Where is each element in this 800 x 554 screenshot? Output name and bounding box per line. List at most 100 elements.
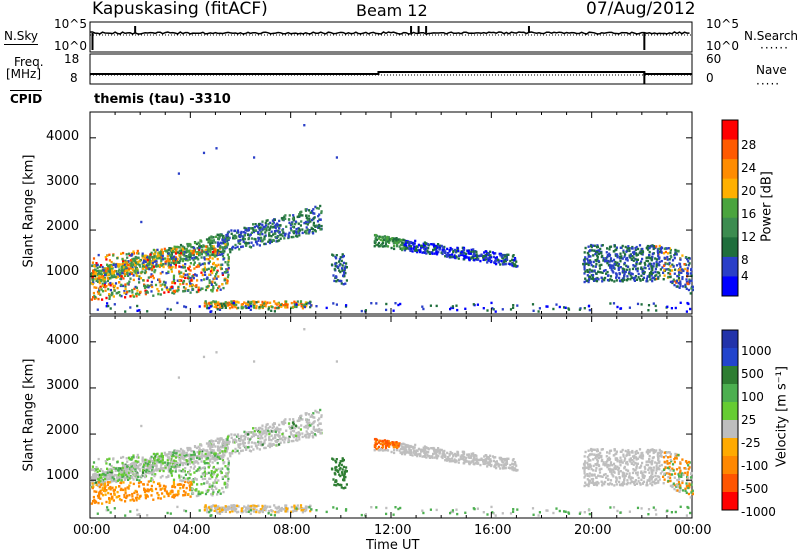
power-cell — [211, 247, 214, 250]
velocity-cell — [136, 465, 139, 468]
velocity-cell — [120, 479, 123, 482]
power-cell — [198, 262, 201, 265]
power-cell — [443, 249, 446, 252]
power-cell — [640, 303, 643, 306]
velocity-cell — [647, 508, 651, 511]
power-cell — [666, 255, 669, 259]
velocity-cell — [105, 462, 108, 465]
power-cell — [494, 257, 497, 260]
velocity-cell — [167, 494, 170, 498]
power-cell — [106, 254, 109, 257]
velocity-cell — [93, 490, 96, 493]
power-cell — [660, 251, 663, 254]
velocity-cell — [114, 486, 118, 489]
power-cell — [463, 256, 466, 260]
velocity-cell — [284, 438, 287, 441]
velocity-cell — [192, 453, 195, 456]
velocity-cell — [200, 483, 203, 486]
velocity-cell — [209, 447, 212, 451]
power-cell — [600, 276, 603, 279]
power-cell — [216, 289, 219, 292]
velocity-cell — [128, 458, 131, 461]
velocity-cell — [101, 479, 105, 482]
power-cell — [317, 226, 321, 229]
velocity-cell — [211, 494, 214, 497]
velocity-cell — [300, 509, 303, 512]
power-cell — [222, 239, 225, 242]
velocity-cell — [95, 473, 98, 476]
velocity-cell — [103, 487, 106, 491]
power-cell — [376, 243, 379, 246]
velocity-cell — [247, 440, 250, 444]
power-cell — [219, 244, 222, 248]
power-cell — [669, 251, 672, 254]
power-cell — [398, 238, 401, 241]
power-cell — [650, 245, 653, 248]
power-cell — [261, 220, 264, 223]
velocity-cell — [169, 512, 172, 515]
power-cell — [205, 254, 208, 257]
power-cell — [247, 227, 250, 230]
power-cell — [631, 245, 634, 249]
power-cell — [265, 219, 268, 222]
power-cell — [102, 269, 105, 272]
power-cell — [166, 288, 169, 292]
velocity-cell — [186, 463, 189, 466]
velocity-cell — [215, 510, 218, 513]
velocity-cell — [123, 472, 126, 475]
power-cell — [304, 220, 307, 224]
power-cell — [131, 294, 134, 297]
power-cell — [639, 251, 642, 255]
velocity-cell — [210, 505, 213, 508]
velocity-cell — [247, 431, 250, 434]
power-cell — [374, 233, 377, 237]
power-cell — [659, 250, 662, 254]
power-cell — [423, 247, 426, 251]
power-cell — [216, 302, 219, 305]
power-cell — [211, 288, 214, 291]
power-cell — [240, 245, 243, 249]
velocity-cell — [314, 409, 317, 413]
power-cell — [631, 267, 635, 271]
power-cell — [227, 237, 230, 240]
power-cell — [441, 250, 444, 254]
power-cell — [628, 268, 631, 271]
power-cell — [122, 284, 125, 288]
power-cell — [138, 263, 141, 266]
velocity-cell — [674, 510, 677, 514]
velocity-cell — [98, 478, 101, 482]
power-cell — [185, 282, 188, 286]
power-cell — [203, 266, 206, 269]
power-cell — [438, 248, 441, 251]
power-cell — [282, 218, 285, 221]
power-cell — [601, 280, 604, 283]
power-cell — [148, 267, 151, 271]
power-cell — [668, 261, 671, 265]
velocity-cell — [147, 490, 150, 493]
power-cell — [105, 296, 108, 300]
power-cell — [93, 271, 96, 274]
power-cell — [317, 207, 320, 210]
power-cell — [652, 262, 656, 265]
power-cell — [499, 263, 502, 266]
power-cell — [498, 259, 501, 262]
power-cell — [364, 309, 367, 312]
velocity-cell — [103, 484, 106, 487]
velocity-cell — [248, 507, 251, 510]
power-cell — [226, 242, 229, 245]
power-cell — [658, 264, 661, 267]
power-cell — [268, 241, 272, 245]
velocity-cell — [97, 476, 100, 480]
power-cell — [151, 274, 154, 278]
power-cell — [112, 272, 116, 275]
velocity-cell — [193, 465, 196, 468]
power-cell — [200, 256, 203, 259]
power-cell — [614, 254, 617, 257]
velocity-cell — [318, 422, 321, 425]
power-cell — [677, 275, 680, 278]
power-cell — [676, 274, 679, 278]
velocity-cell — [128, 471, 131, 474]
power-cell — [374, 240, 377, 243]
power-cell — [641, 250, 644, 253]
power-cell — [214, 241, 217, 244]
